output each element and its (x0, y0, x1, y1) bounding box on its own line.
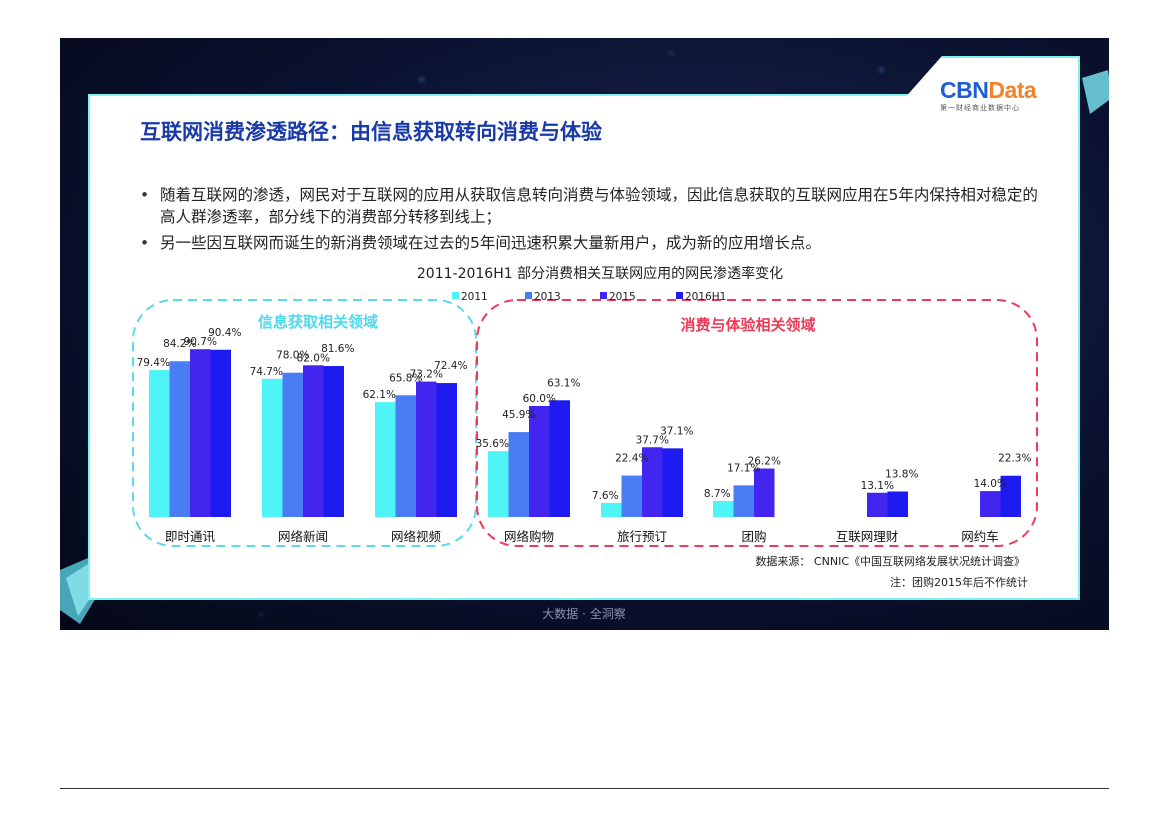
data-label-4-2011: 7.6% (592, 490, 619, 502)
bar-0-2016H1 (210, 349, 231, 517)
chart-title: 2011-2016H1 部分消费相关互联网应用的网民渗透率变化 (417, 265, 783, 282)
cbndata-logo: CBNData 第一财经商业数据中心 (940, 77, 1037, 113)
bar-1-2016H1 (323, 366, 344, 517)
category-label-5: 团购 (741, 529, 766, 544)
bar-2-2011 (375, 402, 396, 517)
data-labels-layer: 79.4% 84.2%90.7%90.4% 74.7% 78.0%82.0%81.6%… (137, 327, 1032, 502)
category-label-0: 即时通讯 (165, 529, 216, 544)
data-label-3-2016H1: 63.1% (547, 377, 580, 389)
bar-1-2015 (303, 365, 324, 517)
data-label-6-2016H1: 13.8% (885, 468, 918, 480)
bullet-list: 随着互联网的渗透，网民对于互联网的应用从获取信息转向消费与体验领域，因此信息获取… (140, 184, 1040, 258)
bullet-item-1: 随着互联网的渗透，网民对于互联网的应用从获取信息转向消费与体验领域，因此信息获取… (140, 184, 1040, 228)
note-text: 注：团购2015年后不作统计 (890, 575, 1028, 589)
data-label-2-2013: 65.8% (389, 372, 422, 384)
page-divider (60, 788, 1109, 789)
legend-label-2011: 2011 (461, 291, 488, 303)
category-label-1: 网络新闻 (278, 529, 328, 544)
bar-0-2015 (190, 349, 211, 517)
logo-brand-a: CBN (940, 77, 989, 103)
bar-1-2013 (282, 372, 303, 517)
data-label-0-2011: 79.4% (137, 357, 170, 369)
source-text: 数据来源： CNNIC《中国互联网络发展状况统计调查》 (755, 554, 1025, 568)
bar-4-2016H1 (662, 448, 683, 517)
bar-0-2013 (169, 361, 190, 517)
bar-0-2011 (149, 370, 170, 517)
page-title: 互联网消费渗透路径：由信息获取转向消费与体验 (140, 120, 602, 144)
data-label-0-2016H1: 90.4% (208, 327, 241, 339)
category-label-2: 网络视频 (391, 529, 442, 544)
data-label-3-2015: 60.0% (523, 393, 556, 405)
data-label-6-2015: 13.1% (861, 480, 894, 492)
data-label-2-2015: 73.2% (410, 369, 443, 381)
legend-label-2015: 2015 (609, 291, 636, 303)
data-label-0-2013: 84.2% (163, 338, 196, 350)
bar-5-2015 (754, 468, 775, 517)
data-label-4-2016H1: 37.1% (660, 425, 693, 437)
data-label-3-2011: 35.6% (476, 438, 509, 450)
logo-brand-b: Data (988, 77, 1037, 103)
legend-swatch-2015 (600, 292, 607, 299)
category-label-4: 旅行预订 (617, 529, 667, 544)
category-label-3: 网络购物 (504, 529, 554, 544)
data-label-2-2016H1: 72.4% (434, 360, 467, 372)
data-label-1-2013: 78.0% (276, 350, 309, 362)
bars-layer (149, 349, 1021, 517)
bar-5-2011 (713, 500, 734, 517)
bar-1-2011 (262, 378, 283, 517)
bar-2-2015 (416, 381, 437, 517)
bar-6-2016H1 (887, 491, 908, 517)
legend-label-2016H1: 2016H1 (685, 291, 726, 303)
bar-4-2015 (642, 447, 663, 517)
legend-swatch-2016H1 (676, 292, 683, 299)
bar-3-2015 (529, 406, 550, 517)
bar-2-2016H1 (436, 383, 457, 517)
chart-legend: 2011 2013 2015 2016H1 (452, 291, 726, 303)
data-label-0-2015: 90.7% (184, 336, 217, 348)
data-label-1-2015: 82.0% (297, 352, 330, 364)
logo-tagline: 第一财经商业数据中心 (940, 104, 1020, 112)
bar-3-2013 (508, 432, 529, 517)
data-label-4-2013: 22.4% (615, 453, 648, 465)
data-label-1-2011: 74.7% (250, 366, 283, 378)
data-label-3-2013: 45.9% (502, 409, 535, 421)
info-group-label: 信息获取相关领域 (258, 313, 378, 331)
legend-swatch-2011 (452, 292, 459, 299)
footer-tagline: 大数据 · 全洞察 (542, 607, 626, 621)
bar-7-2015 (980, 491, 1001, 517)
data-label-5-2013: 17.1% (727, 462, 760, 474)
data-label-1-2016H1: 81.6% (321, 343, 354, 355)
legend-swatch-2013 (525, 292, 532, 299)
data-label-5-2011: 8.7% (704, 488, 731, 500)
crystal-decoration-right (1082, 70, 1109, 114)
data-label-5-2015: 26.2% (748, 456, 781, 468)
category-label-6: 互联网理财 (836, 529, 899, 544)
bar-5-2013 (733, 485, 754, 517)
bar-4-2011 (601, 502, 622, 517)
consume-group-outline (476, 299, 1038, 547)
bar-7-2016H1 (1000, 475, 1021, 517)
slide-card (88, 56, 1080, 600)
consume-group-label: 消费与体验相关领域 (680, 316, 815, 334)
bar-6-2015 (867, 492, 888, 517)
data-label-7-2015: 14.0% (974, 478, 1007, 490)
bar-2-2013 (395, 395, 416, 517)
category-labels-layer: 即时通讯 网络新闻 网络视频 网络购物 旅行预订 团购 互联网理财 网约车 (165, 529, 999, 544)
category-label-7: 网约车 (961, 529, 999, 544)
data-label-7-2016H1: 22.3% (998, 453, 1031, 465)
legend-label-2013: 2013 (534, 291, 561, 303)
data-label-2-2011: 62.1% (363, 389, 396, 401)
bar-4-2013 (621, 475, 642, 517)
data-label-4-2015: 37.7% (636, 434, 669, 446)
bar-3-2016H1 (549, 400, 570, 517)
bullet-item-2: 另一些因互联网而诞生的新消费领域在过去的5年间迅速积累大量新用户，成为新的应用增… (140, 232, 1040, 254)
bar-3-2011 (488, 451, 509, 517)
